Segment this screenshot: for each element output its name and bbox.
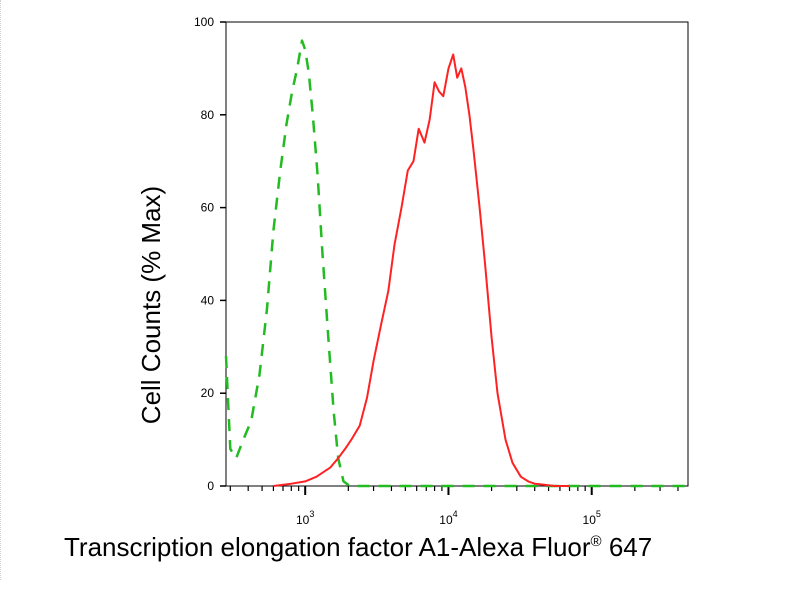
y-axis: 0 20 40 60 80 100 <box>194 15 226 493</box>
plot-frame <box>225 21 689 487</box>
y-tick-label: 0 <box>207 479 214 493</box>
x-axis-title-main: Transcription elongation factor A1-Alexa… <box>64 532 591 562</box>
x-tick-base: 10 <box>296 513 310 527</box>
x-tick-base: 10 <box>583 513 597 527</box>
series-line-red <box>273 53 570 487</box>
series-line-green-dashed <box>224 39 688 488</box>
x-tick-label: 105 <box>583 509 601 527</box>
x-tick-label: 103 <box>296 509 314 527</box>
x-axis: 103 104 105 <box>229 486 679 527</box>
x-axis-title-registered: ® <box>591 533 602 550</box>
x-axis-title: Transcription elongation factor A1-Alexa… <box>64 532 652 562</box>
x-tick-exponent: 4 <box>453 509 458 519</box>
x-tick-exponent: 5 <box>596 509 601 519</box>
x-axis-title-tail: 647 <box>602 532 653 562</box>
y-tick-label: 20 <box>201 386 215 400</box>
y-tick-label: 80 <box>201 108 215 122</box>
x-tick-exponent: 3 <box>309 509 314 519</box>
left-edge-mark <box>0 0 2 580</box>
y-tick-label: 100 <box>194 15 214 29</box>
plot-border <box>225 21 689 487</box>
x-tick-base: 10 <box>439 513 453 527</box>
y-axis-title: Cell Counts (% Max) <box>136 186 166 424</box>
y-tick-label: 40 <box>201 293 215 307</box>
y-tick-label: 60 <box>201 201 215 215</box>
x-tick-label: 104 <box>439 509 457 527</box>
series-layer <box>224 39 688 488</box>
